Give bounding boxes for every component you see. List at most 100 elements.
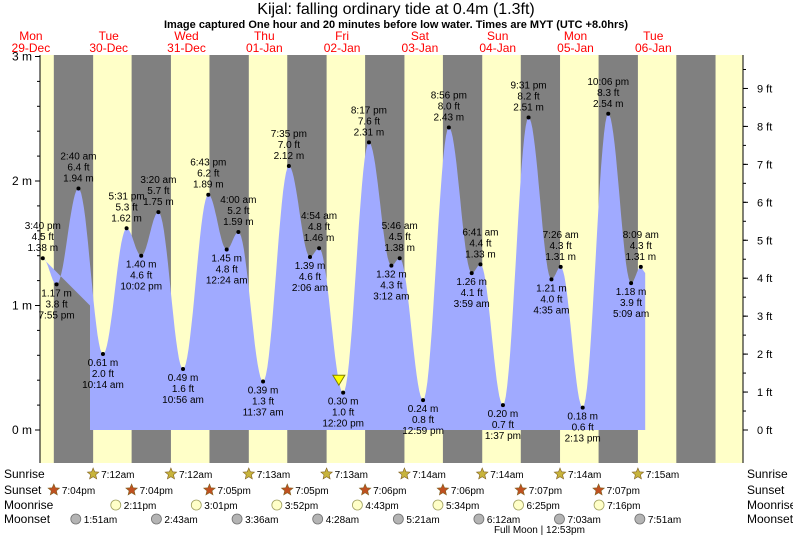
tide-m-label: 1.62 m (111, 213, 142, 224)
moonrise-time: 7:16pm (607, 501, 640, 512)
sunset-time: 7:07pm (607, 486, 640, 497)
tide-ft-label: 5.2 ft (227, 206, 249, 217)
current-tide-triangle (331, 374, 346, 387)
moonrise-time: 3:52pm (285, 501, 318, 512)
tide-point (446, 125, 451, 130)
sunset-time: 7:05pm (295, 486, 328, 497)
tide-point (469, 271, 474, 276)
tide-ft-label: 3.9 ft (620, 298, 642, 309)
tide-ft-label: 0.6 ft (572, 423, 594, 434)
sunrise-icon (475, 467, 489, 480)
tide-m-label: 1.40 m (126, 260, 157, 271)
tide-ft-label: 5.3 ft (115, 202, 137, 213)
tide-m-label: 1.75 m (143, 197, 174, 208)
sunset-time: 7:06pm (373, 486, 406, 497)
tide-time-label: 7:35 pm (271, 129, 307, 140)
moonset-icon (151, 513, 162, 525)
tide-time-label: 3:40 pm (25, 221, 61, 232)
day-name-label: Tue (99, 29, 120, 43)
tide-m-label: 1.38 m (28, 243, 59, 254)
sunset-icon (125, 483, 139, 496)
day-date-label: 29-Dec (12, 41, 51, 55)
day-date-label: 05-Jan (557, 41, 594, 55)
sunrise-icon (86, 467, 100, 480)
astro-row-label-right: Sunrise (747, 467, 788, 481)
sunrise-time: 7:14am (568, 470, 601, 481)
astro-row-label-left: Moonrise (4, 498, 54, 512)
tide-ft-label: 4.3 ft (550, 241, 572, 252)
tide-point (421, 398, 426, 403)
tide-time-label: 10:02 pm (120, 282, 162, 293)
tide-ft-label: 8.0 ft (438, 101, 460, 112)
tide-m-label: 1.38 m (384, 243, 415, 254)
tide-point (286, 164, 291, 169)
day-name-label: Thu (254, 29, 275, 43)
sunrise-icon (631, 467, 645, 480)
axes: 0 m 1 m 2 m 3 m 0 ft 1 ft 2 ft 3 ft 4 ft 5 ft 6 ft… (12, 50, 772, 463)
day-name-label: Mon (564, 29, 587, 43)
moonrise-time: 4:43pm (365, 501, 398, 512)
moonset-time: 5:21am (406, 515, 439, 526)
tide-time-label: 4:35 am (533, 305, 569, 316)
right-tick-label: 2 ft (757, 349, 772, 361)
tide-time-label: 12:20 pm (322, 419, 364, 430)
sunset-time: 7:07pm (529, 486, 562, 497)
sunset-time: 7:04pm (62, 486, 95, 497)
sunset-icon (202, 483, 216, 496)
tide-time-label: 6:41 am (462, 227, 498, 238)
tide-point (181, 366, 186, 371)
tide-m-label: 1.31 m (545, 252, 576, 263)
tide-time-label: 7:55 pm (39, 310, 75, 321)
tide-point (580, 405, 585, 410)
moonrise-icon (432, 499, 444, 511)
tide-point (629, 281, 634, 286)
right-tick-label: 7 ft (757, 159, 772, 171)
tide-ft-label: 4.4 ft (469, 238, 491, 249)
moonset-time: 6:12am (487, 515, 520, 526)
tide-ft-label: 4.3 ft (380, 281, 402, 292)
tide-labels: 3:40 pm4.5 ft1.38 m1.17 m3.8 ft7:55 pm2:… (25, 77, 659, 445)
right-tick-label: 5 ft (757, 235, 772, 247)
tide-m-label: 1.39 m (295, 261, 326, 272)
sunset-time: 7:05pm (217, 486, 250, 497)
sunset-icon (514, 483, 528, 496)
tide-ft-label: 7.6 ft (358, 116, 380, 127)
tide-ft-label: 4.5 ft (32, 232, 54, 243)
tide-m-label: 1.17 m (41, 288, 72, 299)
tide-time-label: 5:31 pm (109, 191, 145, 202)
sunrise-icon (320, 467, 334, 480)
right-tick-label: 6 ft (757, 197, 772, 209)
tide-ft-label: 1.3 ft (252, 396, 274, 407)
day-name-label: Sun (487, 29, 508, 43)
tide-m-label: 1.94 m (63, 173, 94, 184)
tide-ft-label: 4.6 ft (299, 272, 321, 283)
tide-ft-label: 5.7 ft (147, 186, 169, 197)
tide-ft-label: 0.7 ft (492, 420, 514, 431)
tide-time-label: 3:59 am (454, 299, 490, 310)
tide-m-label: 1.18 m (616, 287, 647, 298)
tide-point (389, 263, 394, 268)
day-date-label: 04-Jan (479, 41, 516, 55)
chart-header: Kijal: falling ordinary tide at 0.4m (1.… (164, 1, 628, 31)
tide-ft-label: 4.8 ft (216, 264, 238, 275)
sunset-icon (280, 483, 294, 496)
right-tick-label: 8 ft (757, 121, 772, 133)
day-name-label: Mon (19, 29, 42, 43)
tide-time-label: 3:20 am (140, 175, 176, 186)
moonset-icon (634, 513, 646, 525)
moonset-icon (392, 513, 404, 525)
tide-ft-label: 4.5 ft (389, 232, 411, 243)
right-tick-label: 4 ft (757, 273, 772, 285)
sunset-icon (358, 483, 372, 496)
sunrise-time: 7:14am (490, 470, 523, 481)
astro-row-label-right: Sunset (747, 483, 785, 497)
tide-time-label: 12:24 am (206, 275, 248, 286)
tide-point (76, 186, 81, 191)
tide-point (224, 247, 229, 252)
tide-point (40, 256, 45, 261)
tide-m-label: 0.39 m (248, 385, 279, 396)
current-tide-marker (331, 374, 346, 387)
astro-row-label-right: Moonset (747, 512, 793, 526)
tide-point (500, 403, 505, 408)
